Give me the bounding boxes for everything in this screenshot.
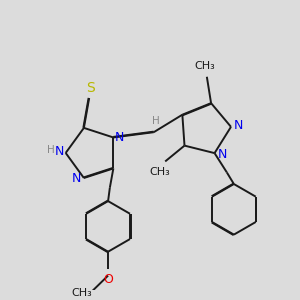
Text: S: S (86, 81, 95, 95)
Text: CH₃: CH₃ (71, 288, 92, 298)
Text: N: N (55, 145, 64, 158)
Text: O: O (103, 273, 113, 286)
Text: CH₃: CH₃ (149, 167, 170, 177)
Text: H: H (47, 145, 55, 155)
Text: N: N (115, 131, 124, 144)
Text: N: N (72, 172, 82, 184)
Text: N: N (234, 118, 243, 132)
Text: CH₃: CH₃ (195, 61, 215, 71)
Text: H: H (152, 116, 159, 126)
Text: N: N (218, 148, 227, 161)
